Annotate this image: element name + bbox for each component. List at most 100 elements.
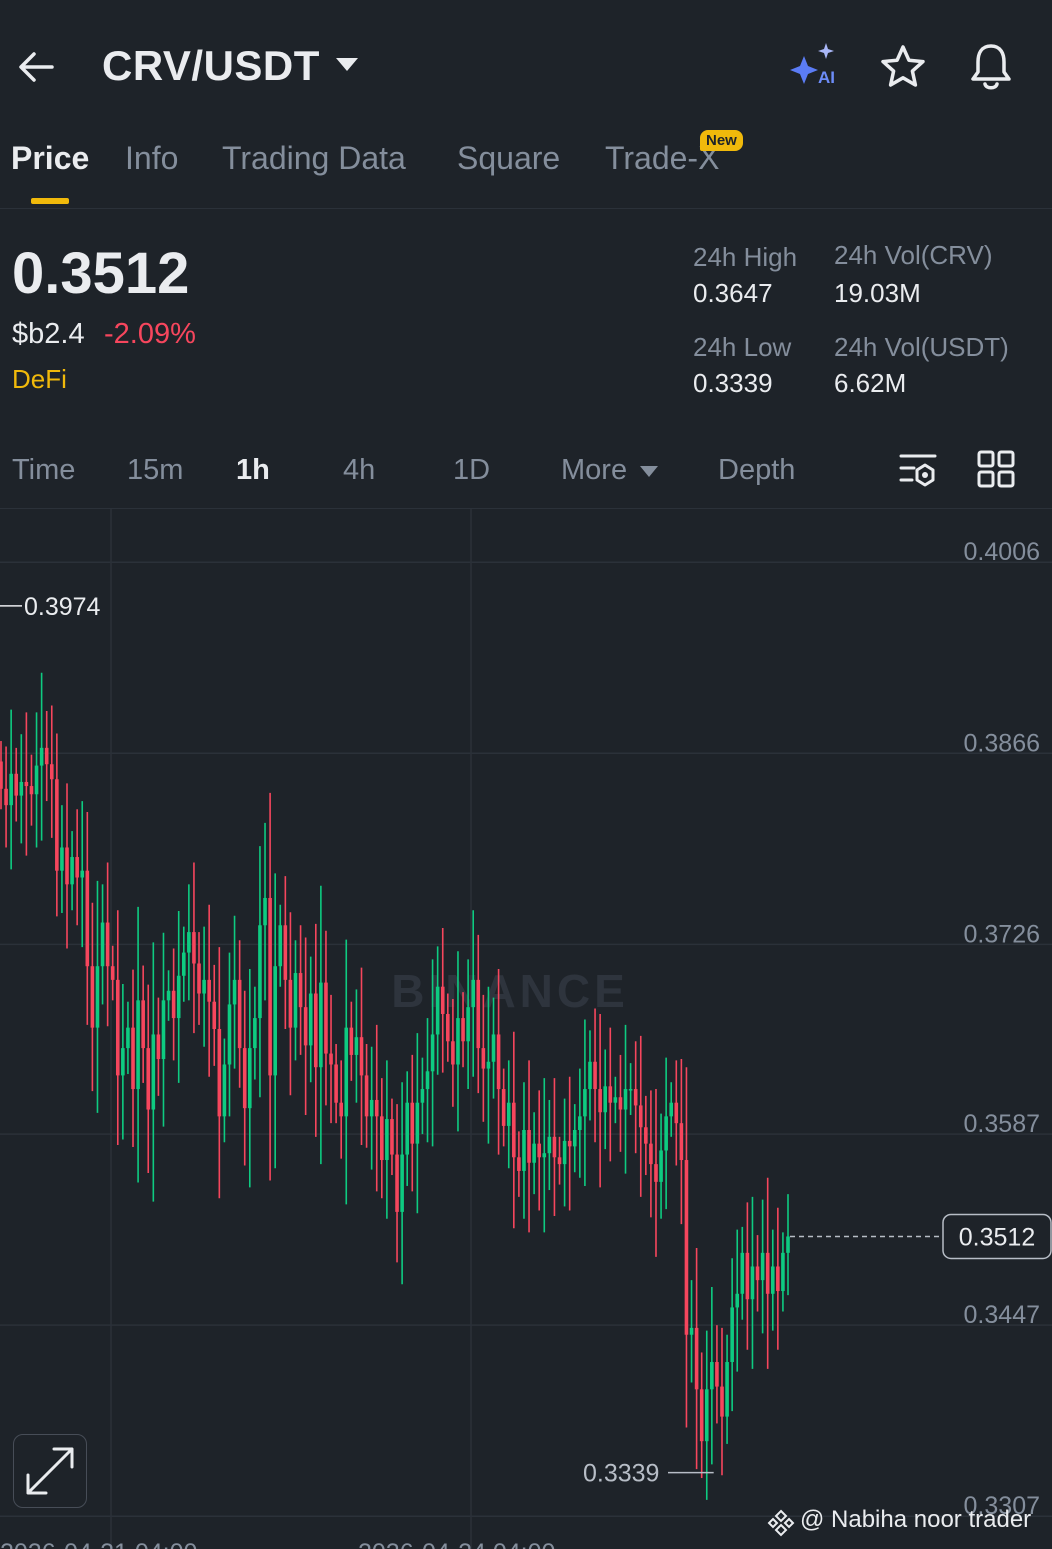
chart-settings-icon[interactable] — [898, 450, 938, 490]
tab-trading-data[interactable]: Trading Data — [222, 140, 406, 176]
candle-body — [60, 847, 64, 871]
candle-body — [334, 1064, 338, 1103]
stat-vol-quote-value: 6.62M — [834, 368, 907, 398]
timeframe-time[interactable]: Time — [12, 454, 76, 486]
candle-body — [435, 986, 440, 1035]
max-price-marker: 0.3974 — [24, 593, 101, 621]
candle-body — [623, 1089, 628, 1110]
candle-body — [100, 922, 105, 967]
candle-body — [14, 773, 19, 796]
candle-body — [451, 1041, 455, 1065]
stat-vol-quote-label: 24h Vol(USDT) — [834, 332, 1009, 362]
depth-tab[interactable]: Depth — [718, 454, 796, 486]
candle-body — [115, 979, 120, 1076]
candle-body — [486, 1061, 491, 1069]
candle-body — [55, 779, 59, 871]
timeframe-1d[interactable]: 1D — [453, 454, 491, 486]
expand-icon — [26, 1447, 74, 1495]
candle-body — [532, 1143, 536, 1163]
tab-price[interactable]: Price — [11, 140, 90, 176]
candle-body — [273, 966, 277, 1076]
candle-body — [197, 963, 201, 994]
ai-assistant-button[interactable]: AI — [790, 40, 842, 92]
candle-body — [263, 897, 267, 926]
pair-dropdown-caret-icon[interactable] — [336, 58, 358, 71]
last-price-label: 0.3512 — [959, 1223, 1035, 1251]
candle-body — [527, 1129, 531, 1163]
candle-body — [319, 982, 323, 1068]
tab-square[interactable]: Square — [457, 140, 561, 176]
candle-body — [501, 1089, 506, 1126]
candle-body — [517, 1157, 521, 1171]
candle-body — [649, 1143, 653, 1165]
candle-body — [745, 1252, 750, 1300]
candle-body — [644, 1127, 648, 1144]
y-tick-label: 0.3866 — [964, 729, 1040, 757]
candle-body — [380, 1116, 384, 1161]
x-tick-label: 2026-04-21 04:00 — [0, 1539, 197, 1549]
candle-body — [542, 1153, 547, 1158]
active-tab-indicator — [31, 198, 69, 204]
candle-body — [674, 1102, 679, 1124]
candle-body — [242, 1048, 247, 1109]
category-tag[interactable]: DeFi — [12, 364, 67, 394]
timeframe-15m[interactable]: 15m — [127, 454, 184, 486]
candle-body — [755, 1266, 760, 1281]
candle-body — [679, 1123, 684, 1161]
back-arrow-icon[interactable] — [14, 44, 60, 90]
tab-info[interactable]: Info — [125, 140, 179, 176]
candle-body — [400, 1154, 404, 1212]
expand-chart-button[interactable] — [13, 1434, 87, 1508]
candle-body — [339, 1102, 343, 1117]
candle-body — [75, 857, 79, 878]
candle-body — [552, 1136, 557, 1158]
candle-body — [689, 1327, 694, 1335]
timeframe-more[interactable]: More — [561, 454, 628, 486]
section-tabs: Price Info Trading Data Square Trade-X N… — [0, 130, 1052, 209]
candle-body — [385, 1119, 389, 1161]
candle-body — [314, 993, 318, 1068]
candle-body — [781, 1252, 785, 1292]
candle-body — [699, 1389, 704, 1442]
y-tick-label: 0.3307 — [964, 1492, 1040, 1520]
candle-body — [512, 1102, 516, 1158]
candle-body — [136, 1000, 140, 1090]
candle-body — [557, 1157, 562, 1165]
candle-body — [583, 1089, 587, 1117]
trading-pair-title[interactable]: CRV/USDT — [102, 42, 320, 89]
candle-body — [735, 1293, 740, 1308]
candle-body — [131, 1027, 135, 1090]
candle-body — [247, 1048, 252, 1109]
grid-layout-icon[interactable] — [977, 450, 1015, 488]
candle-body — [253, 1018, 257, 1049]
candle-body — [121, 1048, 125, 1076]
candle-body — [308, 993, 313, 1046]
creator-credit: @ Nabiha noor trader — [800, 1506, 1032, 1533]
candle-body — [217, 1029, 222, 1117]
candle-body — [598, 1089, 602, 1113]
bell-icon[interactable] — [966, 40, 1016, 92]
min-price-marker: 0.3339 — [583, 1460, 659, 1488]
candle-body — [222, 1064, 227, 1117]
candlestick-chart[interactable]: BINANCE 0.4006 0.3866 0.3726 0.3587 0.3447 0.… — [0, 509, 1052, 1549]
binance-logo-icon — [767, 1509, 795, 1537]
candle-body — [481, 1048, 486, 1069]
price-change-percent: -2.09% — [104, 318, 196, 350]
fiat-price: $b2.4 — [12, 318, 85, 350]
candle-body — [278, 925, 283, 967]
candle-body — [181, 952, 186, 976]
timeframe-bar: Time 15m 1h 4h 1D More Depth — [0, 430, 1052, 509]
candle-body — [44, 747, 49, 765]
candle-body — [288, 979, 293, 1028]
stat-high-value: 0.3647 — [693, 278, 773, 308]
candle-body — [405, 1102, 409, 1155]
candle-body — [547, 1136, 552, 1154]
timeframe-4h[interactable]: 4h — [343, 454, 376, 486]
timeframe-1h[interactable]: 1h — [236, 454, 270, 486]
candle-body — [192, 932, 196, 964]
star-icon[interactable] — [878, 42, 928, 92]
candle-body — [298, 973, 303, 1008]
more-caret-icon[interactable] — [640, 466, 658, 477]
candle-body — [456, 1018, 460, 1065]
candle-body — [664, 1116, 668, 1151]
